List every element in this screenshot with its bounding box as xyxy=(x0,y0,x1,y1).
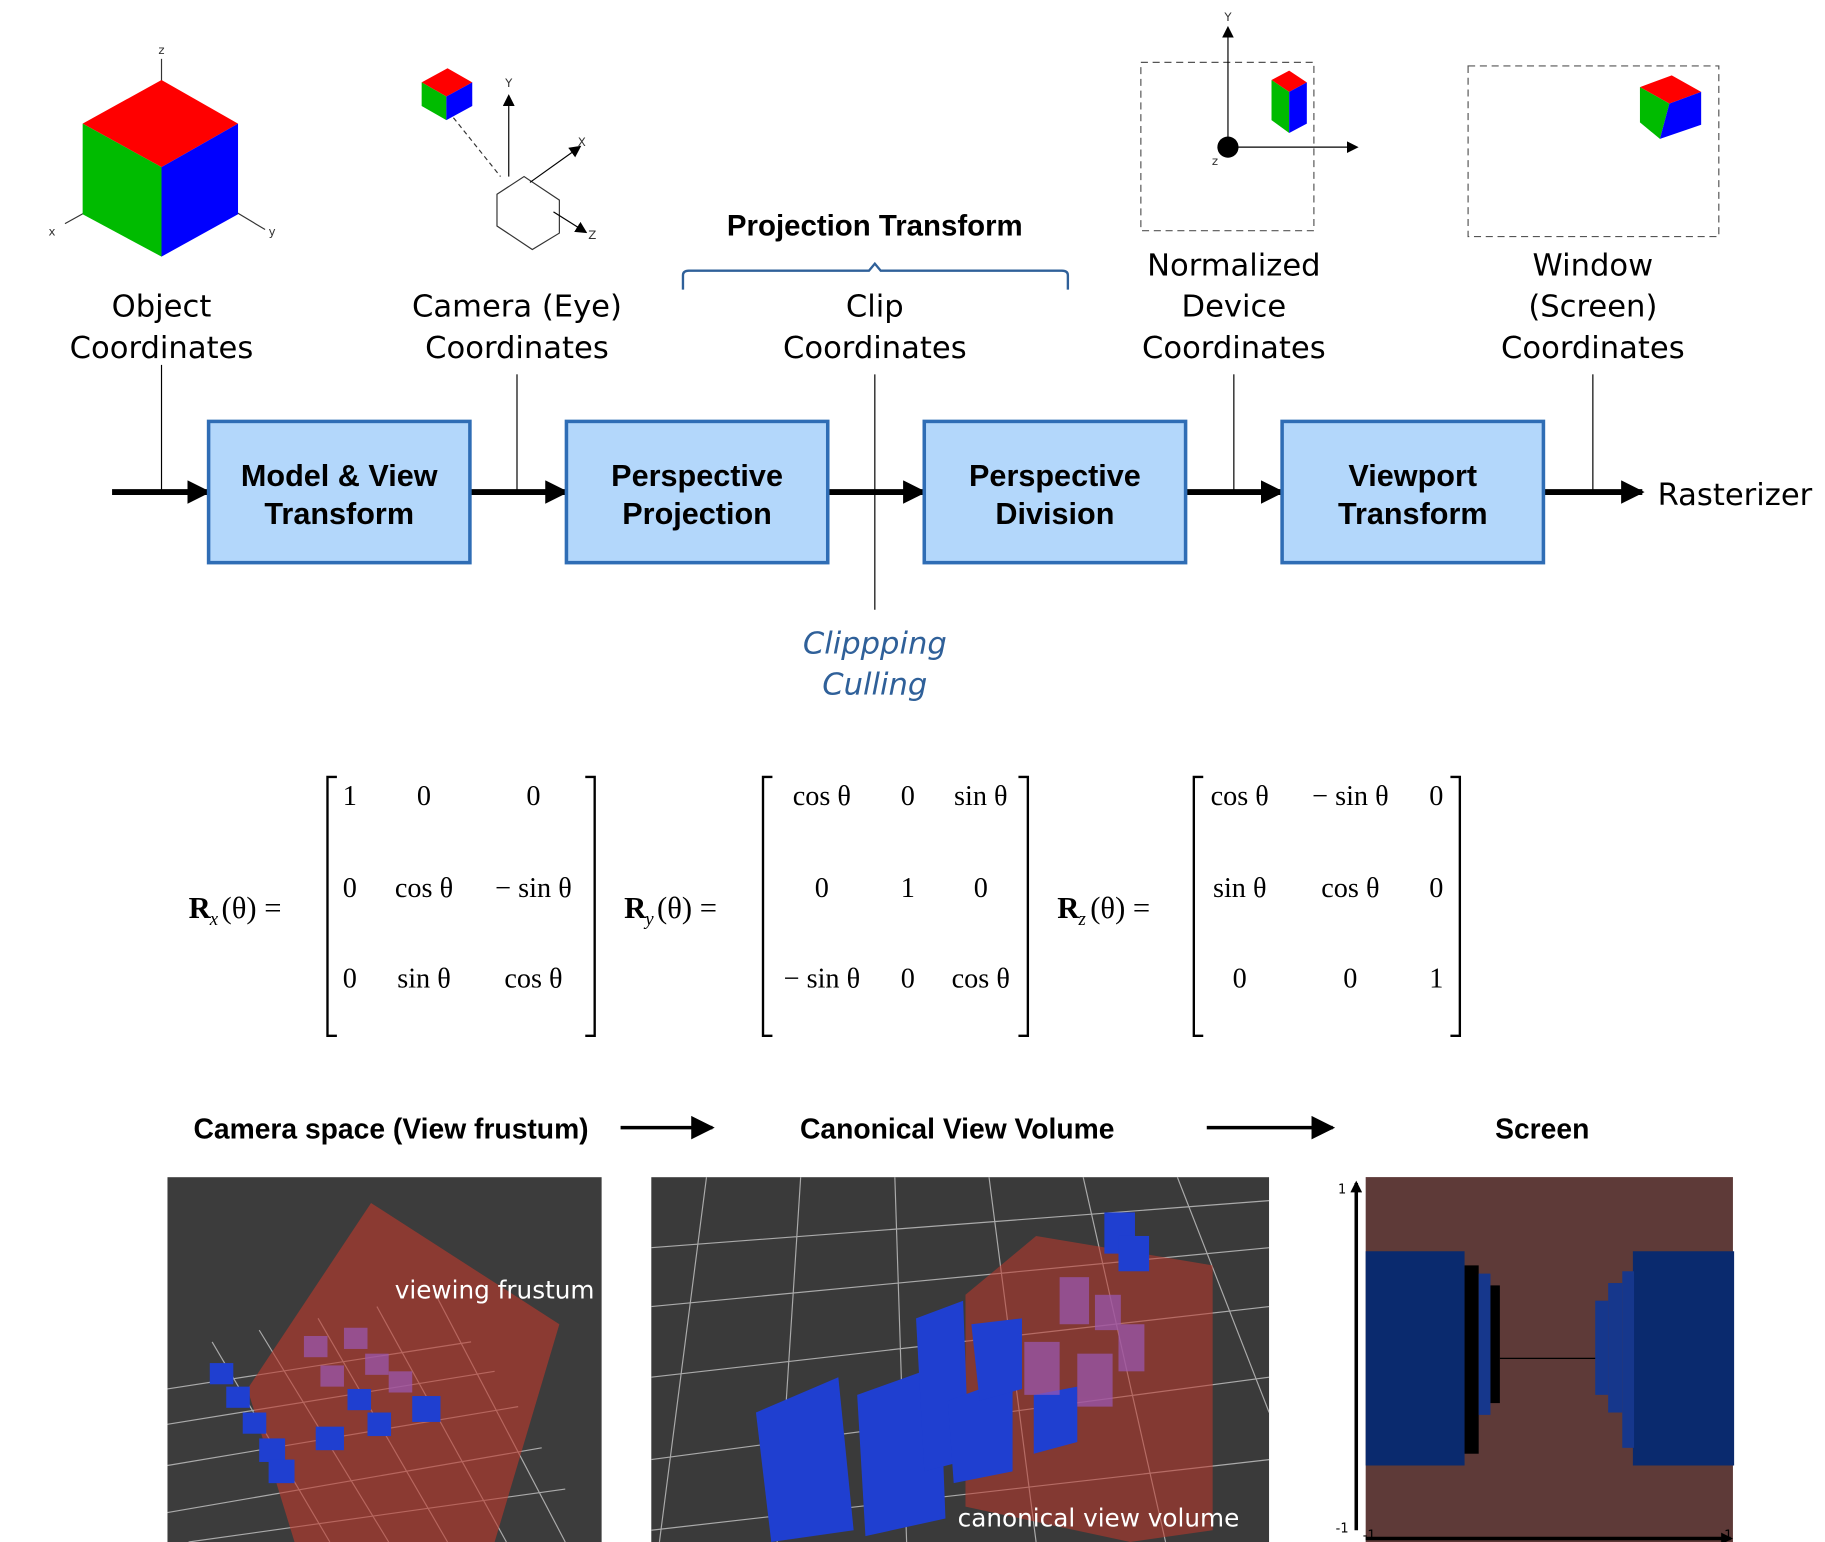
screen-tick: 1 xyxy=(1724,1529,1732,1542)
matrix-subscript: z xyxy=(1077,909,1086,930)
matrix-bracket xyxy=(327,777,594,1036)
matrix-entry: 0 xyxy=(974,873,988,904)
matrix-entry: − sin θ xyxy=(784,964,861,995)
matrix-entry: 0 xyxy=(343,964,357,995)
clip-note: Clippping xyxy=(803,626,947,661)
matrix-subscript: x xyxy=(209,909,219,930)
stage-label: Camera (Eye) xyxy=(412,290,622,325)
panel-title: Camera space (View frustum) xyxy=(193,1112,588,1144)
matrix-entry: cos θ xyxy=(952,964,1010,995)
stage-label: Coordinates xyxy=(70,331,254,366)
matrix-rest: (θ) = xyxy=(222,891,282,925)
box-label: Viewport xyxy=(1348,459,1477,493)
panel-title: Screen xyxy=(1495,1112,1589,1144)
stage-label: Window xyxy=(1533,248,1654,283)
matrix-entry: 0 xyxy=(901,964,915,995)
matrix-entry: 1 xyxy=(1429,964,1443,995)
matrix-entry: 0 xyxy=(1343,964,1357,995)
matrix-entry: 0 xyxy=(1233,964,1247,995)
axis-letter: z xyxy=(158,43,164,57)
stage-label: (Screen) xyxy=(1528,290,1657,325)
axis-letter: Y xyxy=(1223,10,1232,24)
stage-label: Normalized xyxy=(1147,248,1321,283)
matrix-entry: − sin θ xyxy=(1312,781,1389,812)
matrix-name: R xyxy=(1057,891,1080,925)
matrix-entry: 0 xyxy=(1429,873,1443,904)
matrix-entry: 0 xyxy=(1429,781,1443,812)
matrix-entry: sin θ xyxy=(954,781,1008,812)
box-label: Model & View xyxy=(241,459,438,493)
matrix-entry: 1 xyxy=(343,781,357,812)
matrix-entry: sin θ xyxy=(397,964,451,995)
overlay-label: canonical view volume xyxy=(958,1504,1240,1533)
axis-letter: x xyxy=(49,224,56,238)
matrix-entry: cos θ xyxy=(1211,781,1269,812)
matrix-bracket xyxy=(763,777,1028,1036)
matrix-name: R xyxy=(189,891,212,925)
matrix-entry: cos θ xyxy=(395,873,453,904)
stage-label: Coordinates xyxy=(425,331,609,366)
axis-letter: Z xyxy=(588,228,596,242)
matrix-entry: sin θ xyxy=(1213,873,1267,904)
screen-tick: -1 xyxy=(1363,1529,1376,1542)
matrix-entry: 0 xyxy=(417,781,431,812)
axis-letter: y xyxy=(269,224,276,238)
axis-letter: z xyxy=(1212,154,1218,168)
stage-label: Coordinates xyxy=(1142,331,1326,366)
axis-letter: Y xyxy=(504,76,513,90)
matrix-entry: cos θ xyxy=(504,964,562,995)
matrix-entry: 0 xyxy=(526,781,540,812)
box-label: Division xyxy=(995,497,1114,531)
box-label: Projection xyxy=(622,497,772,531)
matrix-rest: (θ) = xyxy=(657,891,717,925)
stage-label: Clip xyxy=(846,290,904,325)
matrix-entry: 0 xyxy=(901,781,915,812)
matrix-bracket xyxy=(1194,777,1460,1036)
clip-note: Culling xyxy=(822,667,927,702)
box-label: Perspective xyxy=(611,459,783,493)
matrix-subscript: y xyxy=(643,909,654,930)
diagram: Object Coordinates Camera (Eye) Coordinates… xyxy=(0,0,1825,1542)
stage-label: Device xyxy=(1182,290,1287,325)
stage-label: Object xyxy=(112,290,212,325)
matrix-entry: 0 xyxy=(343,873,357,904)
matrix-name: R xyxy=(624,891,647,925)
screen-tick: 1 xyxy=(1338,1183,1346,1198)
panel-title: Canonical View Volume xyxy=(800,1112,1115,1144)
stage-label: Coordinates xyxy=(1501,331,1685,366)
matrix-entry: cos θ xyxy=(1321,873,1379,904)
group-title: Projection Transform xyxy=(727,209,1023,242)
screen-tick: -1 xyxy=(1336,1522,1349,1537)
matrix-entry: − sin θ xyxy=(495,873,572,904)
output-label: Rasterizer xyxy=(1658,478,1813,513)
stage-label: Coordinates xyxy=(783,331,967,366)
matrix-rest: (θ) = xyxy=(1090,891,1150,925)
overlay-label: viewing frustum xyxy=(395,1275,595,1304)
box-label: Perspective xyxy=(969,459,1141,493)
matrix-entry: 1 xyxy=(901,873,915,904)
box-label: Transform xyxy=(1338,497,1488,531)
matrix-entry: 0 xyxy=(815,873,829,904)
box-label: Transform xyxy=(264,497,414,531)
matrix-entry: cos θ xyxy=(793,781,851,812)
axis-letter: X xyxy=(578,135,586,149)
image-panels xyxy=(167,1177,1734,1542)
